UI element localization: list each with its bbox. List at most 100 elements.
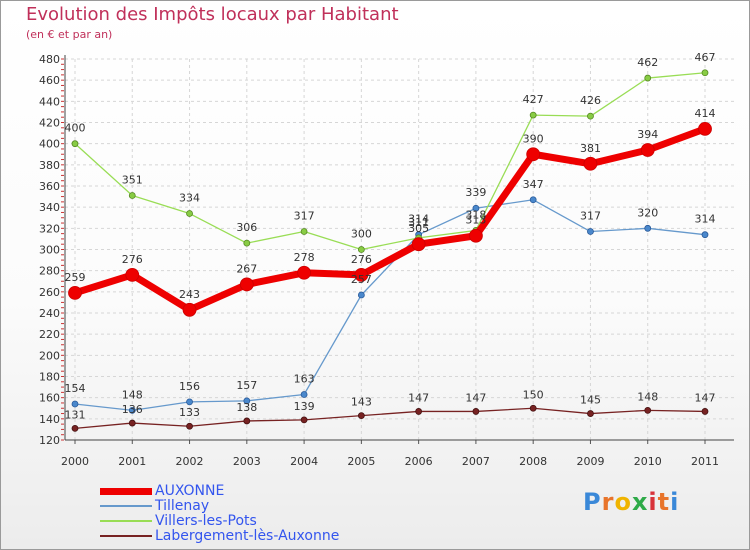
data-point [701,231,709,239]
data-label: 300 [351,228,372,241]
data-label: 133 [179,406,200,419]
logo-letter: P [583,488,602,516]
data-point [186,210,193,217]
data-point [68,285,82,300]
logo-letter: o [614,488,632,516]
data-point [357,291,365,299]
data-point [71,424,79,432]
data-point [357,246,365,253]
x-tick-label: 2006 [405,455,433,468]
data-label: 150 [523,388,544,401]
data-point [357,412,365,420]
data-label: 276 [122,253,143,266]
data-label: 154 [65,382,86,395]
data-point [472,204,480,212]
logo-letter: i [670,488,680,516]
x-tick-label: 2005 [347,455,375,468]
data-point [297,265,311,280]
legend-label-villers: Villers-les-Pots [155,513,257,529]
logo-letter: x [631,488,649,516]
data-label: 157 [236,379,257,392]
chart-title: Evolution des Impôts locaux par Habitant [26,4,399,25]
legend-swatch-tillenay [100,505,152,507]
data-point [701,69,709,77]
data-label: 414 [695,107,716,120]
x-tick-label: 2003 [233,455,261,468]
y-tick-label: 140 [39,413,60,426]
data-point [182,302,197,317]
data-point [644,74,652,82]
data-point [300,391,308,398]
proxiti-logo: Proxiti [583,488,679,516]
data-point [583,156,598,171]
data-label: 148 [637,390,658,403]
data-label: 462 [637,56,658,69]
data-label: 351 [122,174,143,187]
data-label: 145 [580,394,601,407]
data-label: 334 [179,192,200,205]
data-label: 138 [236,401,257,414]
y-tick-label: 220 [39,328,60,341]
x-tick-label: 2011 [691,455,719,468]
y-tick-label: 460 [39,74,60,87]
data-point [186,398,193,406]
x-tick-label: 2008 [519,455,547,468]
y-tick-label: 120 [39,434,60,447]
data-label: 318 [465,208,486,221]
legend-swatch-auxonne [100,488,152,495]
data-label: 267 [236,262,257,275]
data-point [239,277,254,292]
series-line-tillenay [74,199,706,412]
data-label: 339 [465,186,486,199]
y-tick-label: 440 [39,95,60,108]
logo-letter: i [648,488,658,516]
x-tick-label: 2002 [176,455,204,468]
y-tick-label: 200 [39,349,60,362]
data-label: 467 [695,51,716,64]
data-point [411,237,426,252]
data-point [640,143,655,157]
data-label: 131 [65,408,86,421]
y-tick-label: 240 [39,307,60,320]
data-point [698,121,712,136]
data-label: 317 [294,210,315,223]
x-tick-label: 2001 [118,455,146,468]
data-point [71,400,79,408]
data-point [128,192,136,199]
data-label: 381 [580,142,601,155]
legend-label-auxonne: AUXONNE [155,483,225,499]
y-tick-label: 400 [39,138,60,151]
data-label: 147 [408,391,429,404]
data-point [469,228,483,243]
data-point [587,228,594,235]
data-point [125,267,140,282]
data-point [415,408,423,415]
data-label: 156 [179,380,200,393]
data-point [472,408,480,415]
plot-area [65,59,734,440]
series-line-auxonne [73,125,707,314]
data-point [529,111,537,119]
data-label: 311 [408,216,429,229]
x-tick-label: 2004 [290,455,318,468]
y-tick-label: 160 [39,392,60,405]
series-line-villers-les-pots [74,72,706,251]
data-label: 139 [294,400,315,413]
data-label: 276 [351,253,372,266]
y-tick-label: 260 [39,286,60,299]
data-point [300,416,308,424]
data-point [529,196,537,204]
data-point [644,224,652,232]
data-point [644,406,652,414]
y-tick-label: 480 [39,53,60,66]
data-label: 147 [695,391,716,404]
legend-swatch-villers [100,520,152,522]
data-label: 305 [408,222,429,235]
y-tick-label: 300 [39,244,60,257]
data-point [243,417,251,425]
data-label: 136 [122,403,143,416]
data-label: 347 [523,178,544,191]
y-tick-label: 320 [39,222,60,235]
y-tick-label: 340 [39,201,60,214]
